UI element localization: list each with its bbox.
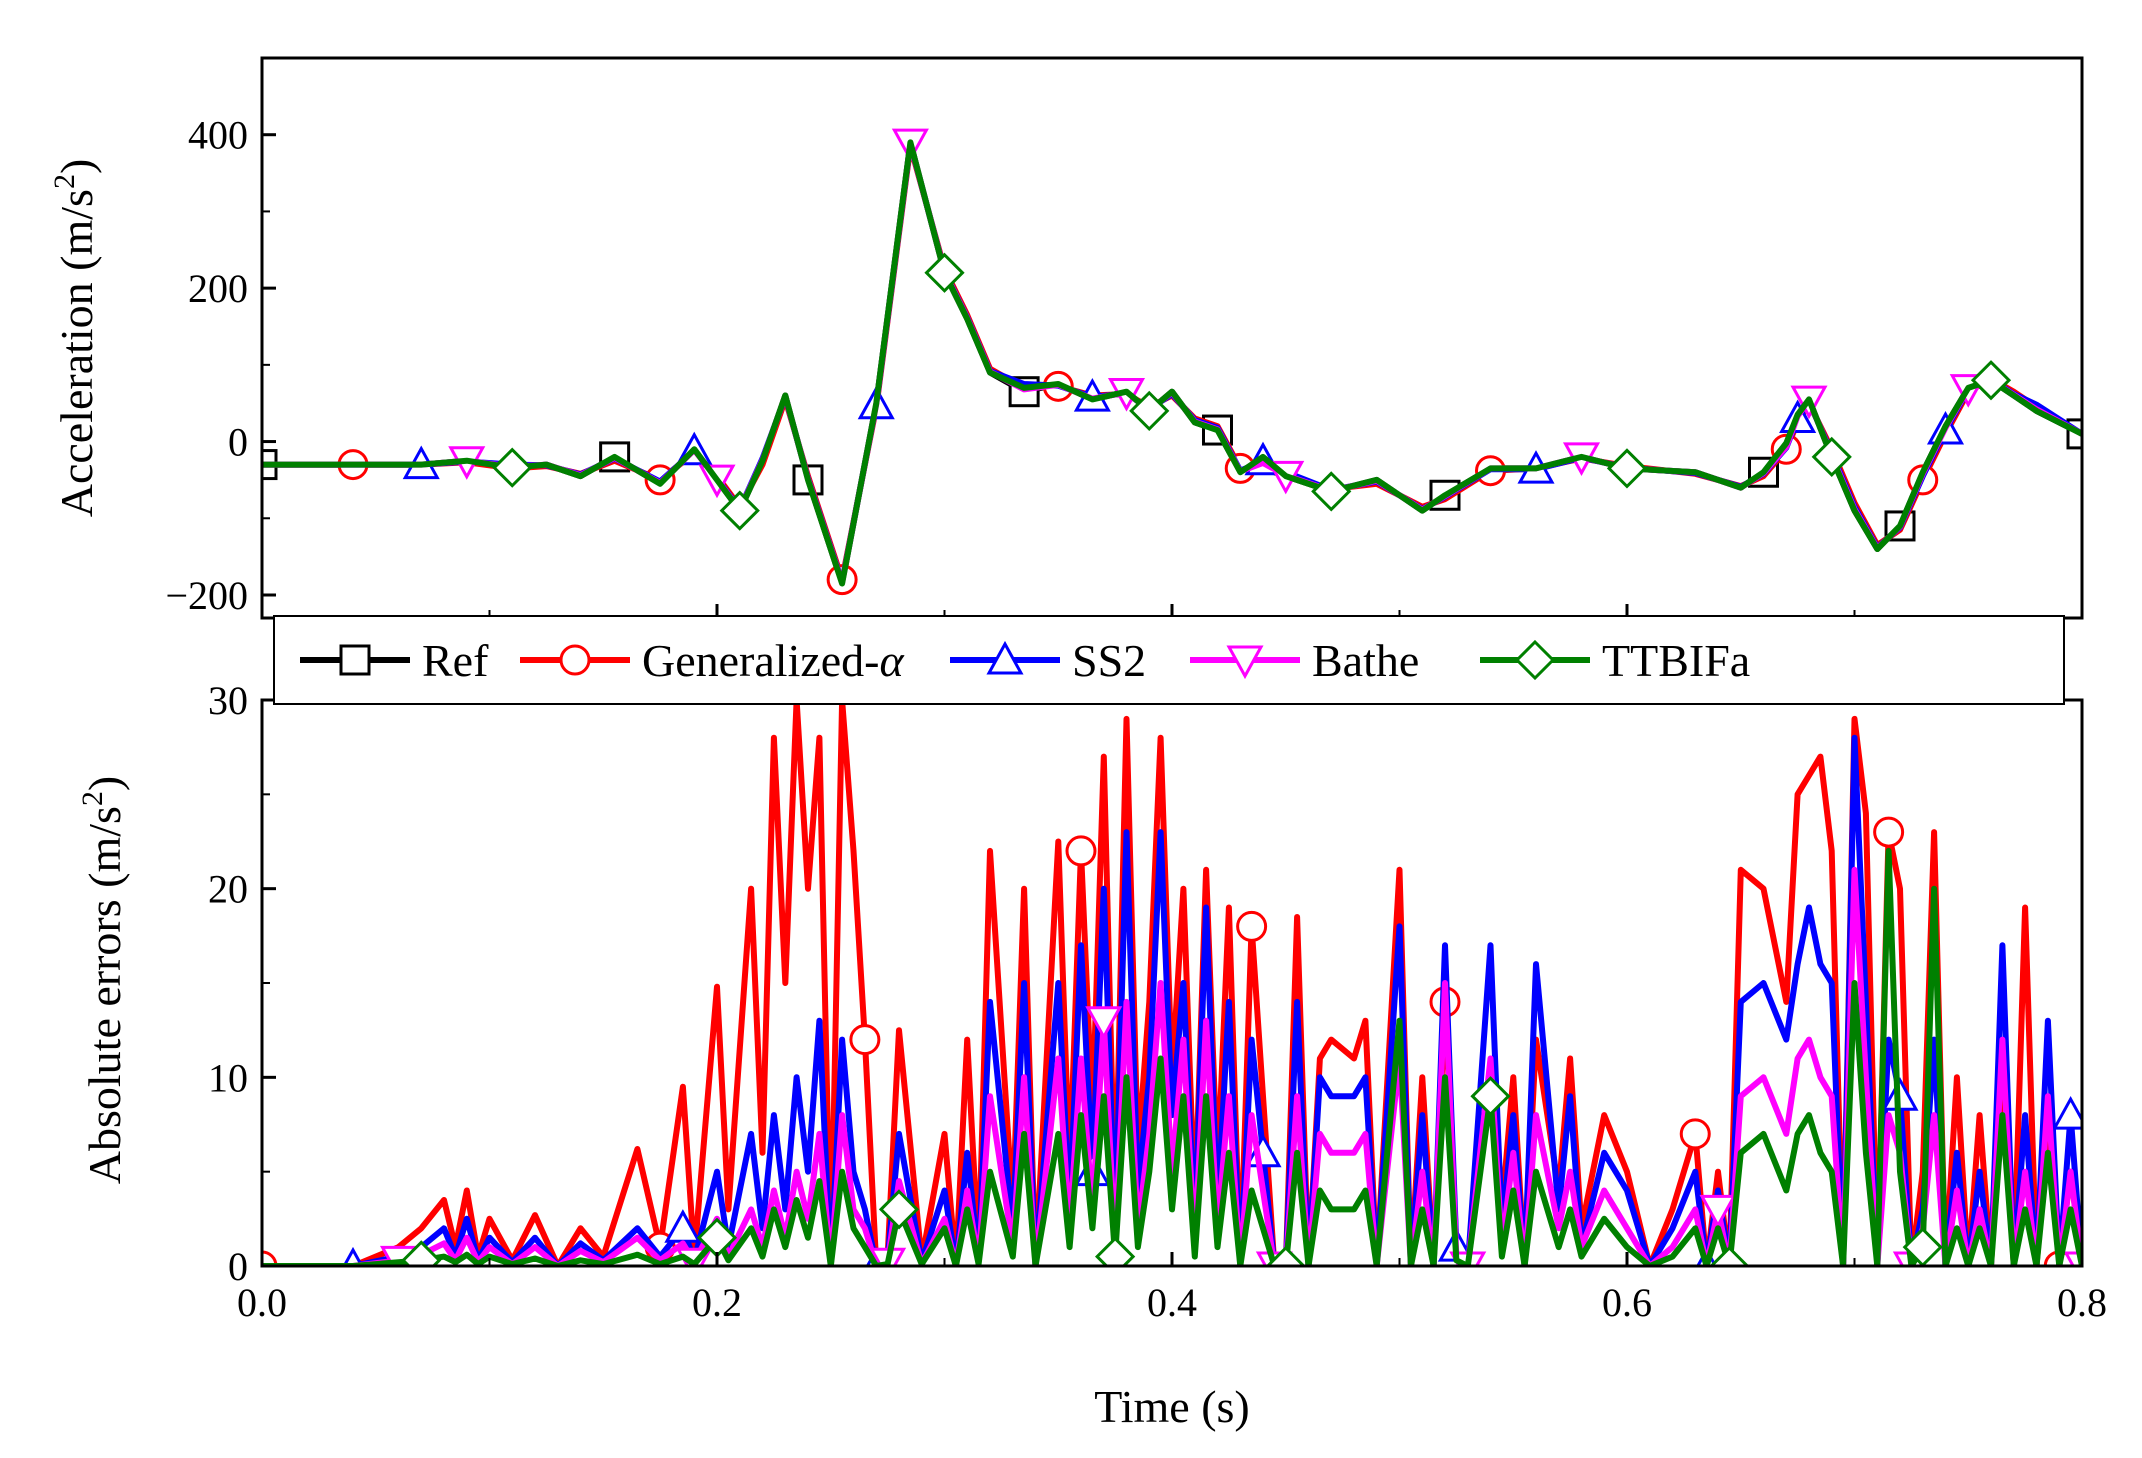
top-marker-ttbifa xyxy=(719,490,760,531)
legend-label-ref: Ref xyxy=(422,635,489,686)
bottom-marker-ttbifa xyxy=(1265,1245,1306,1266)
bottom-marker-ttbifa xyxy=(1095,1236,1136,1266)
bottom-y-tick-label: 20 xyxy=(208,867,248,912)
bottom-ylabel-main: Absolute errors (m/s xyxy=(79,806,130,1184)
legend: Ref Generalized-α SS2 Bathe TTBIFa xyxy=(273,615,2065,705)
top-marker-ttbifa xyxy=(492,447,533,488)
top-series-line-ss2 xyxy=(262,140,2082,585)
legend-label-alpha: α xyxy=(880,635,905,686)
top-y-tick-label: −200 xyxy=(165,573,248,618)
bottom-marker-ttbifa xyxy=(1709,1245,1750,1266)
top-ylabel-main: Acceleration (m/s xyxy=(51,189,102,517)
legend-label-ss2: SS2 xyxy=(1072,635,1146,686)
top-y-tick-label: 400 xyxy=(188,113,248,158)
top-panel-acceleration: −200 0 200 400 Acceleration (m/s2) xyxy=(48,56,2084,620)
top-series-line-ttbifa xyxy=(262,139,2082,587)
bottom-marker-bathe xyxy=(1699,1194,1737,1229)
bottom-ylabel-close: ) xyxy=(79,776,130,791)
top-y-tick-label: 200 xyxy=(188,266,248,311)
x-tick-label: 0.4 xyxy=(1147,1280,1197,1325)
bottom-y-axis-title: Absolute errors (m/s2) xyxy=(76,776,130,1184)
top-marker-ttbifa xyxy=(1129,390,1170,431)
legend-label-bathe: Bathe xyxy=(1312,635,1419,686)
top-series-line-bathe xyxy=(262,140,2082,586)
legend-marker-generalized xyxy=(559,644,591,676)
bottom-marker-ttbifa xyxy=(401,1240,442,1266)
bottom-series-line-ttbifa xyxy=(262,847,2082,1266)
x-axis-title: Time (s) xyxy=(1094,1381,1250,1432)
bottom-marker-generalized xyxy=(1236,910,1268,942)
top-marker-ttbifa xyxy=(1311,471,1352,512)
legend-marker-bathe xyxy=(1226,645,1264,680)
bottom-marker-generalized xyxy=(1065,835,1097,867)
top-marker-ttbifa xyxy=(1970,360,2012,401)
top-series-line-generalized xyxy=(262,143,2082,583)
x-tick-label: 0.8 xyxy=(2057,1280,2107,1325)
bottom-marker-generalized xyxy=(849,1024,881,1056)
bottom-panel-errors: 0 10 20 30 0.0 0.2 0.4 0.6 0.8 Absolute errors (… xyxy=(76,678,2107,1432)
top-y-tick-label: 0 xyxy=(228,420,248,465)
legend-label-text: Generalized- xyxy=(642,635,880,686)
top-marker-ttbifa xyxy=(924,252,965,293)
x-tick-label: 0.2 xyxy=(692,1280,742,1325)
bottom-marker-generalized xyxy=(1873,816,1905,848)
legend-label-ttbifa: TTBIFa xyxy=(1602,635,1750,686)
bottom-y-tick-label: 10 xyxy=(208,1055,248,1100)
top-plot-frame xyxy=(260,56,2084,620)
legend-marker-ss2 xyxy=(986,640,1024,675)
bottom-ylabel-superscript: 2 xyxy=(76,791,109,806)
bottom-y-tick-label: 30 xyxy=(208,678,248,723)
legend-marker-ttbifa xyxy=(1514,639,1556,681)
legend-marker-ref xyxy=(339,644,371,676)
bottom-series-line-bathe xyxy=(262,866,2082,1266)
top-ylabel-close: ) xyxy=(51,159,102,174)
top-y-axis-title: Acceleration (m/s2) xyxy=(48,159,102,518)
bottom-marker-bathe xyxy=(1085,1006,1123,1040)
legend-label-generalized: Generalized-α xyxy=(642,635,905,686)
top-marker-ref xyxy=(599,441,631,473)
top-ylabel-superscript: 2 xyxy=(48,174,81,189)
top-marker-ttbifa xyxy=(1811,436,1852,478)
x-tick-label: 0.0 xyxy=(237,1280,287,1325)
bottom-marker-ss2 xyxy=(2052,1095,2082,1130)
bottom-marker-generalized xyxy=(262,1250,278,1266)
top-series-line-ref xyxy=(262,139,2082,587)
top-marker-ttbifa xyxy=(1606,448,1648,489)
x-tick-label: 0.6 xyxy=(1602,1280,1652,1325)
bottom-y-tick-label: 0 xyxy=(228,1244,248,1289)
bottom-marker-generalized xyxy=(1679,1118,1711,1150)
bottom-marker-ttbifa xyxy=(878,1189,920,1230)
bottom-marker-ttbifa xyxy=(1470,1076,1511,1117)
